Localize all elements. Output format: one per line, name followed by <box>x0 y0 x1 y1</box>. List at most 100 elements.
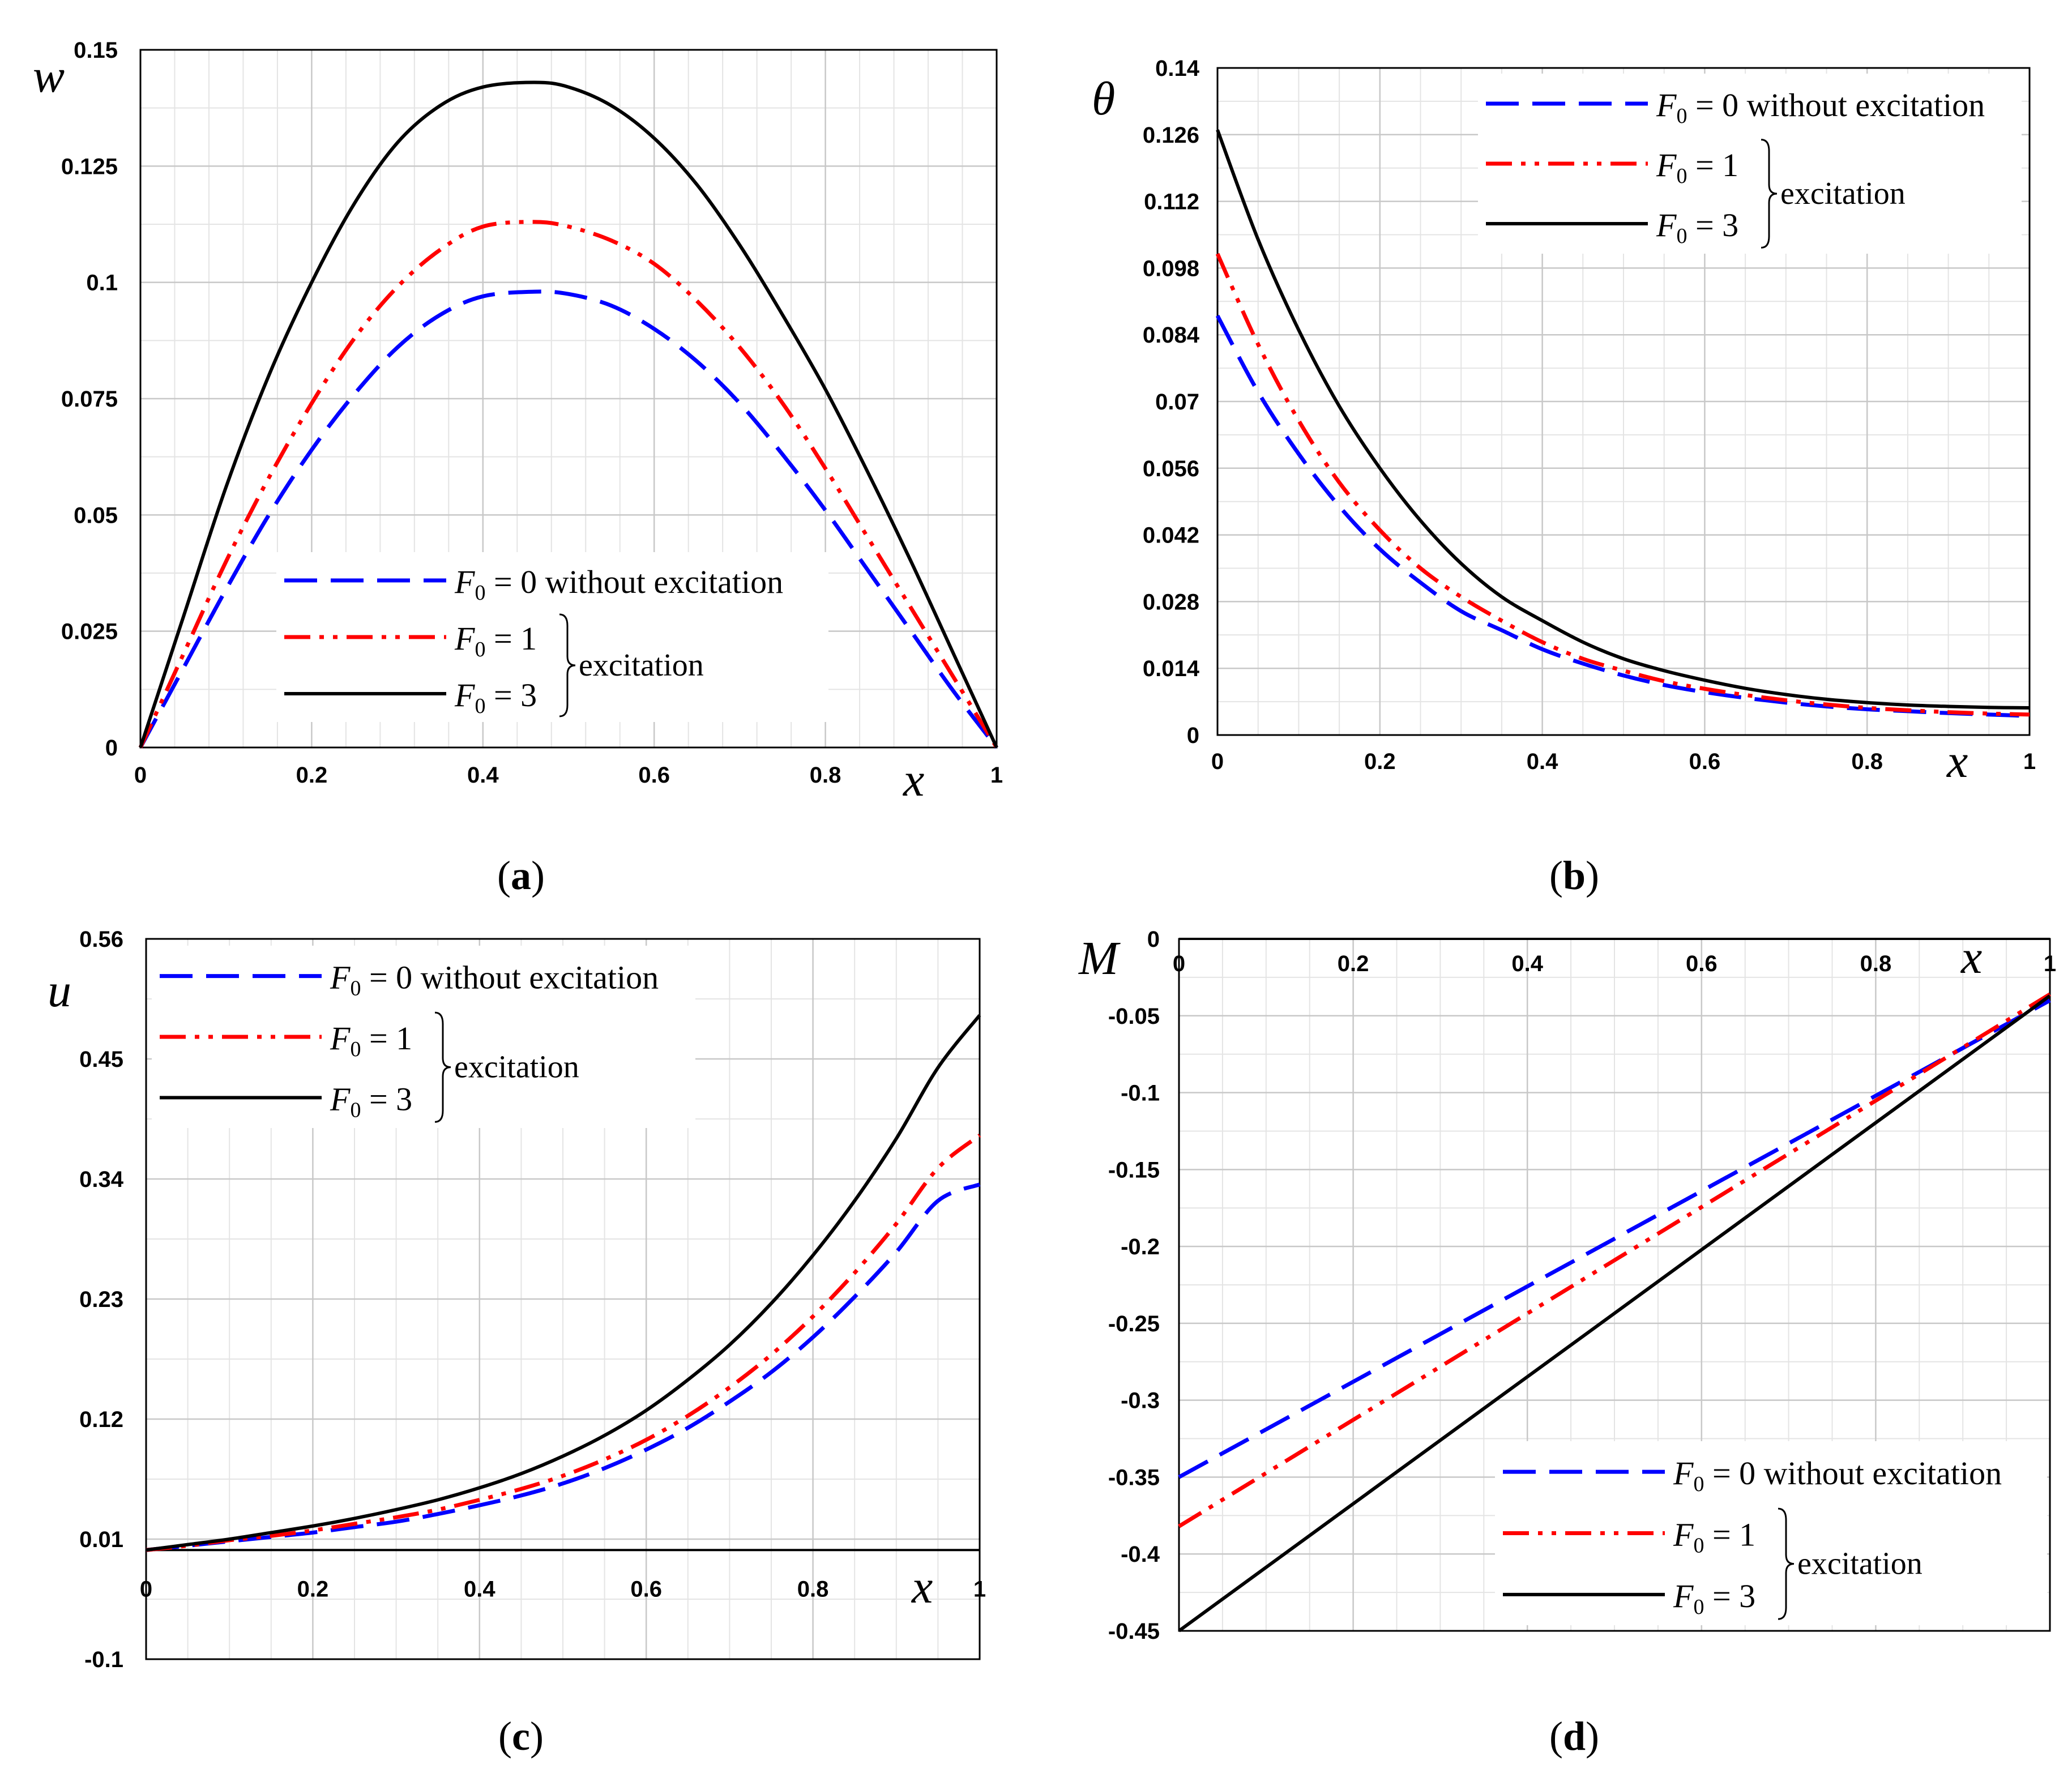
ytick-label-d: 0 <box>1147 927 1160 952</box>
xtick-label-a: 0.4 <box>467 763 499 788</box>
series-line-c-2 <box>146 1014 981 1552</box>
ytick-label-d: -0.45 <box>1108 1619 1160 1644</box>
series-line-a-0 <box>138 289 998 749</box>
x-axis-label-c: x <box>911 1561 933 1613</box>
ytick-label-a: 0.025 <box>61 620 118 644</box>
chart-a: 0 0.025 0.05 0.075 0.1 0.125 0.15 0 0.2 0.4 0.6 0.8… <box>33 38 1003 806</box>
xtick-label-c: 1 <box>973 1577 986 1601</box>
xtick-label-b: 0.2 <box>1364 749 1396 774</box>
chart-c: -0.1 0.01 0.12 0.23 0.34 0.45 0.56 0 0.2 0.4 0.6 0.… <box>48 927 986 1672</box>
ytick-label-b: 0.126 <box>1143 123 1199 148</box>
plot-frame-c <box>145 938 981 1660</box>
ytick-label-a: 0 <box>105 736 118 761</box>
legend-a: F0 = 0 without excitation F0 = 1 F0 = 3 exc… <box>276 552 828 722</box>
ytick-label-b: 0.014 <box>1143 656 1200 681</box>
series-line-b-2 <box>1216 129 2030 710</box>
xtick-label-c: 0.2 <box>297 1577 329 1601</box>
legend-label-2: F0 = 3 <box>1673 1578 1755 1619</box>
series-line-a-1 <box>138 220 998 749</box>
ytick-label-b: 0.14 <box>1155 56 1200 81</box>
xtick-label-c: 0 <box>140 1577 152 1601</box>
ytick-label-a: 0.05 <box>74 503 118 528</box>
legend-brace <box>559 613 576 717</box>
ytick-label-d: -0.2 <box>1121 1234 1160 1259</box>
ytick-label-b: 0.028 <box>1143 589 1199 614</box>
x-axis-label-a: x <box>902 754 924 806</box>
y-axis-label-c: u <box>48 964 71 1017</box>
series-line-d-2 <box>1178 994 2051 1633</box>
ytick-label-d: -0.15 <box>1108 1157 1160 1182</box>
xtick-label-d: 0.8 <box>1860 951 1892 976</box>
legend-label-2: F0 = 3 <box>330 1080 412 1122</box>
xtick-label-a: 0.2 <box>296 763 328 788</box>
legend-excitation-label: excitation <box>1797 1546 1923 1582</box>
legend-brace <box>1778 1507 1795 1620</box>
legend-label-0: F0 = 0 without excitation <box>1673 1455 2002 1496</box>
chart-b: 0 0.014 0.028 0.042 0.056 0.07 0.084 0.098 0.112… <box>1092 56 2036 788</box>
legend-label-1: F0 = 1 <box>454 620 537 661</box>
legend-label-0: F0 = 0 without excitation <box>1656 87 1985 128</box>
ytick-label-c: 0.34 <box>79 1167 124 1192</box>
panel-label-a: (a) <box>497 853 545 898</box>
ytick-label-d: -0.25 <box>1108 1311 1160 1336</box>
legend-label-1: F0 = 1 <box>330 1020 412 1061</box>
legend-label-2: F0 = 3 <box>1656 207 1738 248</box>
series-line-b-0 <box>1215 314 2030 718</box>
panel-label-c: (c) <box>498 1714 544 1759</box>
ytick-label-b: 0.042 <box>1143 523 1199 548</box>
legend-excitation-label: excitation <box>454 1050 579 1085</box>
series-line-d-1 <box>1178 992 2051 1528</box>
series-line-d-0 <box>1178 998 2051 1479</box>
ytick-label-c: -0.1 <box>84 1647 123 1672</box>
xtick-label-c: 0.6 <box>630 1577 662 1601</box>
xtick-label-b: 1 <box>2023 749 2036 774</box>
legend-excitation-label: excitation <box>1780 176 1906 211</box>
legend-label-2: F0 = 3 <box>454 677 537 718</box>
ytick-label-a: 0.125 <box>61 154 118 179</box>
ytick-label-b: 0 <box>1187 723 1199 748</box>
series-line-c-1 <box>146 1134 981 1552</box>
ytick-label-c: 0.56 <box>79 927 123 952</box>
ytick-label-d: -0.3 <box>1121 1389 1160 1413</box>
ytick-label-c: 0.01 <box>79 1527 123 1552</box>
plot-frame-b <box>1216 67 2031 736</box>
legend-label-1: F0 = 1 <box>1656 147 1738 188</box>
xtick-label-d: 1 <box>2044 951 2056 976</box>
legend-brace <box>434 1011 451 1123</box>
xtick-label-b: 0.8 <box>1851 749 1883 774</box>
chart-d: 0 -0.05 -0.1 -0.15 -0.2 -0.25 -0.3 -0.35 -0.4 -0.… <box>1078 927 2056 1644</box>
ytick-label-a: 0.1 <box>86 271 118 296</box>
xtick-label-b: 0.4 <box>1527 749 1558 774</box>
ytick-label-d: -0.4 <box>1121 1542 1160 1567</box>
legend-label-0: F0 = 0 without excitation <box>330 959 659 1001</box>
y-axis-label-d: M <box>1078 932 1121 985</box>
ytick-label-c: 0.23 <box>79 1287 123 1312</box>
xtick-label-c: 0.4 <box>464 1577 495 1601</box>
ytick-label-c: 0.45 <box>79 1047 123 1072</box>
xtick-label-d: 0.4 <box>1511 951 1543 976</box>
legend-excitation-label: excitation <box>579 648 704 683</box>
y-axis-label-b: θ <box>1092 72 1115 125</box>
xtick-label-a: 0.6 <box>638 763 670 788</box>
series-line-a-2 <box>139 80 998 749</box>
legend-label-1: F0 = 1 <box>1673 1516 1755 1558</box>
xtick-label-d: 0 <box>1173 951 1185 976</box>
ytick-label-c: 0.12 <box>79 1407 123 1432</box>
ytick-label-d: -0.35 <box>1108 1465 1160 1490</box>
xtick-label-a: 1 <box>990 763 1003 788</box>
xtick-label-b: 0 <box>1211 749 1224 774</box>
legend-label-0: F0 = 0 without excitation <box>454 563 783 605</box>
plot-frame-a <box>139 49 998 749</box>
legend-b: F0 = 0 without excitation F0 = 1 F0 = 3 exc… <box>1478 74 2022 254</box>
x-axis-label-b: x <box>1946 735 1968 788</box>
ytick-label-b: 0.056 <box>1143 456 1199 481</box>
ytick-label-b: 0.098 <box>1143 256 1199 281</box>
series-line-b-1 <box>1215 253 2030 717</box>
ytick-label-d: -0.05 <box>1108 1004 1160 1029</box>
xtick-label-d: 0.2 <box>1338 951 1369 976</box>
ytick-label-b: 0.07 <box>1155 390 1199 415</box>
ytick-label-d: -0.1 <box>1121 1081 1160 1106</box>
xtick-label-c: 0.8 <box>797 1577 829 1601</box>
panel-label-b: (b) <box>1549 853 1599 898</box>
